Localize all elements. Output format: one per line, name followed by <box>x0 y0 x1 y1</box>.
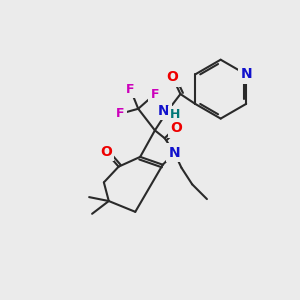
Text: O: O <box>100 145 112 159</box>
Text: F: F <box>116 107 125 120</box>
Text: O: O <box>167 70 178 84</box>
Text: F: F <box>151 88 159 100</box>
Text: N: N <box>158 104 170 118</box>
Text: O: O <box>171 122 182 135</box>
Text: F: F <box>126 82 135 96</box>
Text: N: N <box>169 146 180 160</box>
Text: H: H <box>170 108 181 121</box>
Text: N: N <box>240 68 252 81</box>
